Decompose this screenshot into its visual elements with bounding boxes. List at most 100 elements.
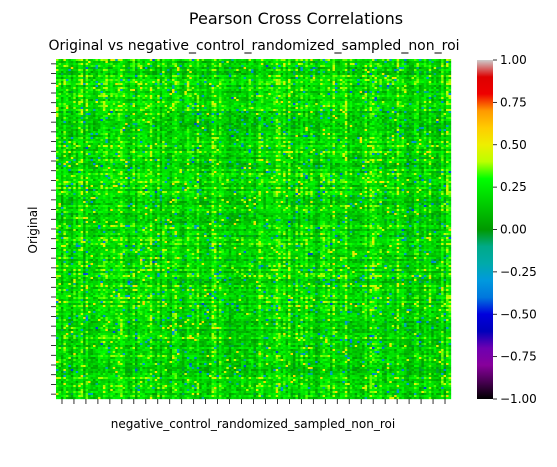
heatmap-cell	[231, 97, 234, 99]
heatmap-cell	[197, 81, 200, 83]
heatmap-cell	[71, 81, 74, 83]
heatmap-cell	[182, 89, 185, 91]
heatmap-cell	[394, 95, 397, 97]
heatmap-cell	[162, 111, 165, 113]
heatmap-cell	[382, 59, 385, 61]
heatmap-cell	[355, 87, 358, 89]
heatmap-cell	[76, 85, 79, 87]
heatmap-cell	[167, 77, 170, 79]
heatmap-cell	[370, 105, 373, 107]
heatmap-cell	[263, 69, 266, 71]
heatmap-cell	[137, 109, 140, 111]
heatmap-cell	[212, 99, 215, 101]
heatmap-cell	[286, 85, 289, 87]
heatmap-cell	[135, 85, 138, 87]
heatmap-cell	[374, 85, 377, 87]
heatmap-cell	[278, 97, 281, 99]
heatmap-cell	[254, 119, 257, 121]
heatmap-cell	[276, 117, 279, 119]
heatmap-cell	[256, 61, 259, 63]
heatmap-cell	[76, 119, 79, 121]
heatmap-cell	[212, 95, 215, 97]
heatmap-cell	[271, 83, 274, 85]
heatmap-cell	[229, 103, 232, 105]
heatmap-cell	[118, 117, 121, 119]
heatmap-cell	[444, 67, 447, 69]
heatmap-cell	[402, 75, 405, 77]
heatmap-cell	[392, 89, 395, 91]
heatmap-cell	[340, 97, 343, 99]
heatmap-cell	[63, 67, 66, 69]
heatmap-cell	[394, 83, 397, 85]
heatmap-cell	[360, 95, 363, 97]
heatmap-cell	[105, 101, 108, 103]
heatmap-cell	[387, 117, 390, 119]
heatmap-cell	[379, 71, 382, 73]
heatmap-cell	[224, 93, 227, 95]
heatmap-cell	[441, 89, 444, 91]
heatmap-cell	[384, 87, 387, 89]
heatmap-cell	[224, 73, 227, 75]
heatmap-cell	[224, 99, 227, 101]
heatmap-cell	[76, 107, 79, 109]
heatmap-cell	[365, 85, 368, 87]
heatmap-cell	[78, 119, 81, 121]
heatmap-cell	[249, 71, 252, 73]
heatmap-cell	[399, 65, 402, 67]
heatmap-cell	[133, 65, 136, 67]
heatmap-cell	[236, 107, 239, 109]
heatmap-cell	[352, 91, 355, 93]
heatmap-cell	[145, 109, 148, 111]
heatmap-cell	[281, 59, 284, 61]
heatmap-cell	[268, 61, 271, 63]
heatmap-cell	[310, 77, 313, 79]
heatmap-cell	[337, 117, 340, 119]
heatmap-cell	[76, 83, 79, 85]
heatmap-cell	[310, 99, 313, 101]
heatmap-cell	[414, 107, 417, 109]
heatmap-cell	[397, 83, 400, 85]
heatmap-cell	[412, 77, 415, 79]
heatmap-cell	[429, 87, 432, 89]
heatmap-cell	[325, 85, 328, 87]
heatmap-cell	[194, 107, 197, 109]
heatmap-cell	[130, 61, 133, 63]
heatmap-cell	[226, 67, 229, 69]
heatmap-cell	[120, 63, 123, 65]
heatmap-cell	[239, 73, 242, 75]
heatmap-cell	[160, 91, 163, 93]
heatmap-cell	[160, 101, 163, 103]
heatmap-cell	[372, 107, 375, 109]
heatmap-cell	[389, 85, 392, 87]
heatmap-cell	[229, 99, 232, 101]
heatmap-cell	[333, 119, 336, 121]
heatmap-cell	[402, 77, 405, 79]
heatmap-cell	[152, 75, 155, 77]
heatmap-cell	[226, 63, 229, 65]
heatmap-cell	[165, 89, 168, 91]
heatmap-cell	[226, 105, 229, 107]
heatmap-cell	[434, 93, 437, 95]
heatmap-cell	[340, 65, 343, 67]
heatmap-cell	[404, 99, 407, 101]
heatmap-cell	[71, 119, 74, 121]
heatmap-cell	[404, 109, 407, 111]
heatmap-cell	[389, 99, 392, 101]
heatmap-cell	[283, 109, 286, 111]
heatmap-cell	[145, 119, 148, 121]
heatmap-cell	[61, 95, 64, 97]
heatmap-cell	[365, 63, 368, 65]
heatmap-cell	[268, 89, 271, 91]
heatmap-cell	[209, 69, 212, 71]
heatmap-cell	[382, 119, 385, 121]
heatmap-cell	[128, 73, 131, 75]
heatmap-cell	[221, 117, 224, 119]
heatmap-cell	[446, 117, 449, 119]
heatmap-cell	[234, 71, 237, 73]
heatmap-cell	[207, 99, 210, 101]
heatmap-cell	[377, 89, 380, 91]
heatmap-cell	[68, 109, 71, 111]
heatmap-cell	[421, 73, 424, 75]
heatmap-cell	[145, 75, 148, 77]
heatmap-cell	[315, 87, 318, 89]
